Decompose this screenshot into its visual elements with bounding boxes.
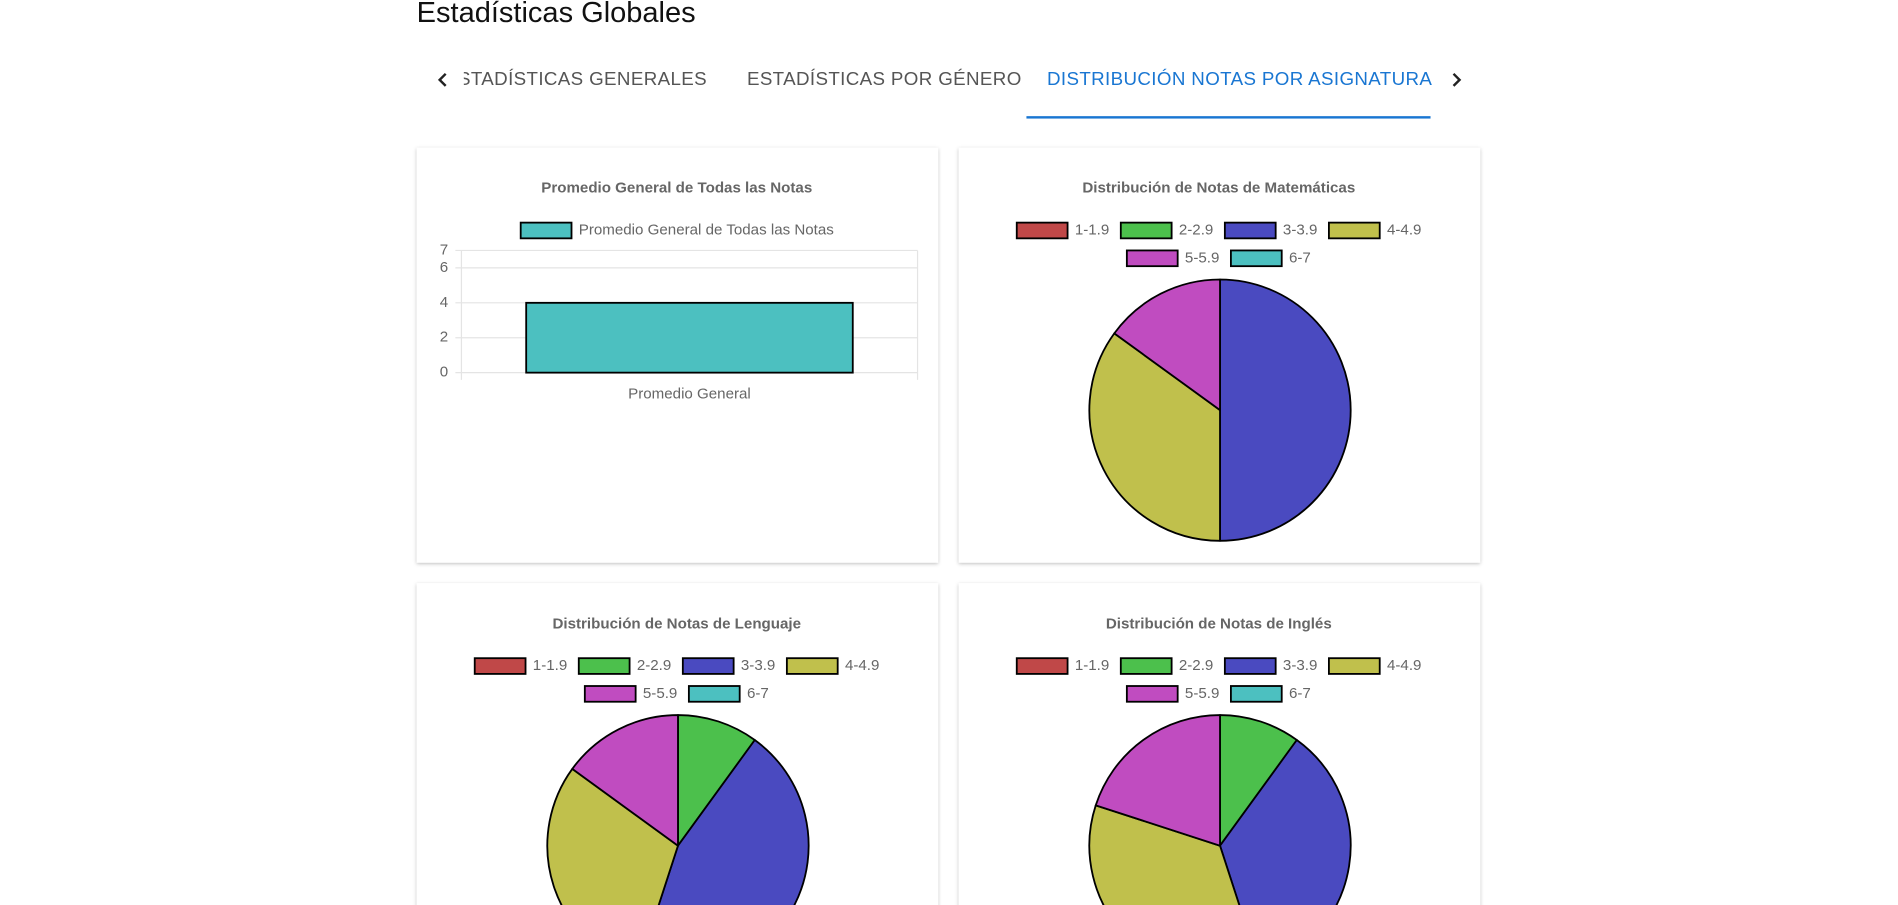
legend-label: 5-5.9: [1185, 685, 1219, 702]
legend-swatch: [1327, 221, 1381, 240]
legend-label: 6-7: [1289, 685, 1311, 702]
legend-swatch: [1223, 221, 1277, 240]
legend-label: 1-1.9: [533, 657, 567, 674]
chart-title: Promedio General de Todas las Notas: [541, 180, 812, 197]
legend-label: 3-3.9: [1283, 221, 1317, 238]
y-tick-label: 6: [440, 259, 448, 276]
chart-title: Distribución de Notas de Lenguaje: [553, 615, 802, 632]
pie-slice: [1219, 739, 1352, 905]
legend-label: 2-2.9: [1179, 657, 1213, 674]
legend-swatch: [1223, 657, 1277, 675]
legend-label: 5-5.9: [1185, 249, 1219, 266]
chart-title: Distribución de Notas de Matemáticas: [1082, 180, 1355, 197]
x-tick-label: Promedio General: [628, 385, 751, 402]
pie-slice: [1088, 332, 1221, 542]
legend-label: 4-4.9: [1387, 221, 1421, 238]
tab[interactable]: ESTADÍSTICAS GENERALES: [445, 68, 707, 89]
pie-slice: [1219, 278, 1352, 542]
legend-swatch: [1125, 685, 1179, 703]
legend-label: 5-5.9: [643, 685, 677, 702]
legend-swatch: [1119, 221, 1173, 240]
legend-swatch: [785, 657, 839, 675]
pie-slice: [1113, 278, 1221, 412]
y-tick-label: 2: [440, 329, 448, 346]
tab[interactable]: ESTADÍSTICAS POR GÉNERO: [747, 68, 1022, 89]
chart-title: Distribución de Notas de Inglés: [1106, 615, 1332, 632]
page-title: Estadísticas Globales: [417, 0, 696, 29]
legend-swatch: [519, 221, 573, 240]
tab-indicator: [1026, 116, 1431, 119]
legend-swatch: [473, 657, 527, 675]
tab-scroll-left[interactable]: [437, 72, 447, 87]
y-tick-label: 0: [440, 364, 448, 381]
legend-swatch: [1229, 685, 1283, 703]
pie-slice: [1219, 714, 1298, 847]
legend-swatch: [681, 657, 735, 675]
legend-swatch: [1015, 221, 1069, 240]
tab-scroll-right[interactable]: [1452, 72, 1462, 87]
legend-swatch: [577, 657, 631, 675]
pie-slice: [1094, 714, 1221, 847]
bar: [525, 301, 854, 374]
legend-label: 4-4.9: [1387, 657, 1421, 674]
pie-slice: [571, 714, 679, 847]
legend-swatch: [1119, 657, 1173, 675]
pie-slice: [546, 768, 679, 905]
legend-label: 1-1.9: [1075, 221, 1109, 238]
legend-label: 6-7: [747, 685, 769, 702]
legend-swatch: [583, 685, 637, 703]
legend-label: 3-3.9: [741, 657, 775, 674]
tab-bar: ESTADÍSTICAS GENERALES ESTADÍSTICAS POR …: [445, 68, 1432, 89]
legend-label: 1-1.9: [1075, 657, 1109, 674]
legend-label: 4-4.9: [845, 657, 879, 674]
y-tick-label: 7: [440, 241, 448, 258]
legend-swatch: [1229, 249, 1283, 268]
legend-swatch: [1125, 249, 1179, 268]
legend-label: 2-2.9: [1179, 221, 1213, 238]
legend-label: Promedio General de Todas las Notas: [579, 221, 834, 238]
legend-label: 3-3.9: [1283, 657, 1317, 674]
legend-label: 6-7: [1289, 249, 1311, 266]
legend-swatch: [1327, 657, 1381, 675]
y-tick-label: 4: [440, 294, 448, 311]
pie-slice: [1088, 804, 1241, 905]
tab-active[interactable]: DISTRIBUCIÓN NOTAS POR ASIGNATURA: [1047, 68, 1432, 89]
legend-swatch: [1015, 657, 1069, 675]
legend-swatch: [687, 685, 741, 703]
pie-slice: [677, 714, 756, 847]
legend-label: 2-2.9: [637, 657, 671, 674]
